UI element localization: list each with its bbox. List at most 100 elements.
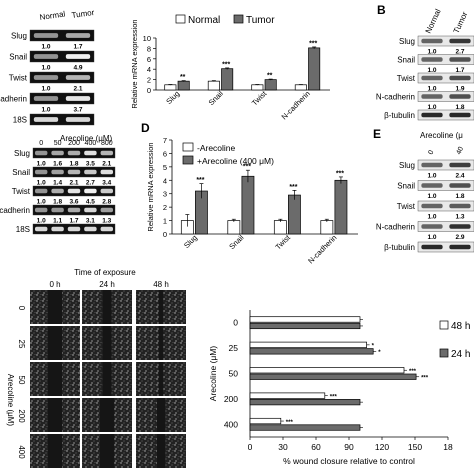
gel-quant-value: 1.0 [427, 49, 436, 56]
chart-wound-closure: 0 30 60 90 120 150 18 % wound closure relative … [208, 310, 470, 466]
dose-label: 0 [427, 149, 435, 156]
gel-band [33, 96, 59, 101]
bar [320, 220, 334, 235]
bar [249, 348, 374, 355]
y-tick-label: 8 [147, 44, 151, 53]
significance-mark: * [372, 344, 375, 350]
gel-quant-value: 1.0 [427, 86, 436, 93]
gel-band [51, 169, 64, 175]
gel-row-label: 18S [13, 116, 27, 125]
gel-band [84, 169, 97, 175]
gel-quant-value: 3.6 [69, 199, 78, 206]
gel-band [100, 188, 114, 194]
panel-e-letter: E [373, 127, 381, 141]
category-label: 200 [224, 394, 238, 404]
category-label: 400 [224, 419, 238, 429]
bar [249, 367, 405, 374]
y-tick-label: 0 [163, 230, 167, 239]
bar [249, 424, 361, 431]
significance-mark: *** [243, 164, 251, 171]
gel-row-label: 18S [16, 225, 30, 234]
gel-band [34, 150, 48, 156]
wound-gap [99, 398, 115, 432]
bar [249, 399, 361, 406]
gel-quant-value: 3.4 [102, 180, 111, 187]
significance-mark: *** [309, 40, 317, 47]
gel-quant-value: 1.0 [41, 44, 50, 51]
category-label: 50 [229, 369, 239, 379]
gel-band [33, 33, 59, 38]
gel-band [65, 96, 91, 101]
significance-mark: *** [330, 394, 338, 400]
gel-band [449, 224, 471, 229]
gel-quant-value: 1.4 [53, 180, 62, 187]
gel-band [67, 226, 81, 232]
y-tick-label: 1 [163, 217, 167, 226]
y-axis-label: Relative mRNA expression [130, 19, 139, 108]
gel-band [449, 112, 471, 118]
gel-row-label: Twist [9, 74, 28, 83]
gel-quant-value: 3.7 [73, 107, 82, 114]
gel-band [84, 226, 97, 232]
gel-quant-value: 2.9 [455, 234, 464, 241]
panel-b-blot: B Normal Tumor Slug 1.0 2.7 Snail 1.0 1.7 Twis… [376, 3, 474, 121]
y-tick-label: 4 [147, 65, 151, 74]
significance-mark: *** [222, 61, 230, 68]
dose-row-label: 50 [17, 376, 26, 385]
gel-quant-value: 2.4 [455, 173, 464, 180]
gel-band [67, 169, 81, 175]
legend-swatch [175, 14, 186, 24]
bar [288, 194, 301, 235]
bar [264, 79, 277, 91]
gel-band [421, 224, 443, 229]
gel-quant-value: 2.1 [102, 161, 111, 168]
dose-label: 800 [101, 140, 113, 147]
gel-band [449, 183, 471, 188]
gel-quant-value: 1.8 [455, 104, 464, 111]
category-label: Twist [250, 88, 269, 107]
gel-quant-value: 1.0 [41, 86, 50, 93]
gel-strip [29, 29, 95, 42]
gel-quant-value: 3.5 [86, 161, 95, 168]
gel-band [100, 150, 114, 156]
x-tick-label: 0 [248, 442, 253, 452]
gel-band [421, 112, 443, 118]
gel-row-label: Slug [11, 32, 27, 41]
time-label: 48 h [153, 280, 169, 289]
panel-e-header: Arecoline (μ [420, 131, 463, 140]
gel-quant-value: 1.9 [455, 86, 464, 93]
gel-row-label: Slug [399, 37, 415, 46]
gel-strip [417, 91, 474, 102]
wound-gap [48, 290, 62, 324]
dose-row-label: 400 [17, 445, 26, 459]
category-label: Snail [227, 233, 245, 251]
gel-row-label: Snail [397, 56, 415, 65]
legend-swatch [233, 14, 244, 24]
gel-quant-value: 1.6 [53, 161, 62, 168]
dose-row-label: 200 [17, 409, 26, 423]
wound-gap [102, 290, 112, 324]
bar [249, 322, 361, 330]
gel-band [33, 54, 59, 59]
significance-mark: ** [267, 73, 273, 80]
gel-quant-value: 1.0 [37, 218, 46, 225]
gel-band [421, 162, 443, 168]
y-tick-label: 3 [163, 190, 167, 199]
category-label: N-cadherin [306, 233, 338, 265]
wound-gap [157, 434, 165, 468]
x-axis-label: % wound closure relative to control [283, 456, 415, 466]
gel-band [67, 207, 81, 213]
significance-mark: *** [289, 184, 297, 191]
panel-d-letter: D [141, 121, 150, 135]
legend-swatch [182, 142, 194, 152]
gel-quant-value: 1.3 [455, 214, 464, 221]
wound-gap [102, 326, 112, 360]
gel-band [65, 54, 91, 59]
gel-band [65, 117, 91, 122]
gel-quant-value: 1.0 [37, 161, 46, 168]
category-label: 25 [229, 343, 239, 353]
dose-label: 400 [85, 140, 97, 147]
category-label: Slug [164, 89, 181, 106]
category-label: N-cadherin [280, 89, 312, 121]
gel-band [421, 203, 443, 209]
